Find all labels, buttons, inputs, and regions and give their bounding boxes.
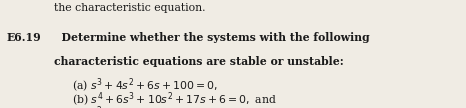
Text: (b) $s^4 + 6s^3 + 10s^2 + 17s + 6 = 0,$ and: (b) $s^4 + 6s^3 + 10s^2 + 17s + 6 = 0,$ … (72, 91, 277, 108)
Text: characteristic equations are stable or unstable:: characteristic equations are stable or u… (54, 56, 343, 67)
Text: (c) $s^2 + 6s + 3 = 0.$: (c) $s^2 + 6s + 3 = 0.$ (72, 105, 172, 108)
Text: E6.19: E6.19 (7, 32, 41, 43)
Text: Determine whether the systems with the following: Determine whether the systems with the f… (54, 32, 369, 43)
Text: (a) $s^3 + 4s^2 + 6s + 100 = 0,$: (a) $s^3 + 4s^2 + 6s + 100 = 0,$ (72, 77, 218, 95)
Text: the characteristic equation.: the characteristic equation. (54, 3, 205, 13)
